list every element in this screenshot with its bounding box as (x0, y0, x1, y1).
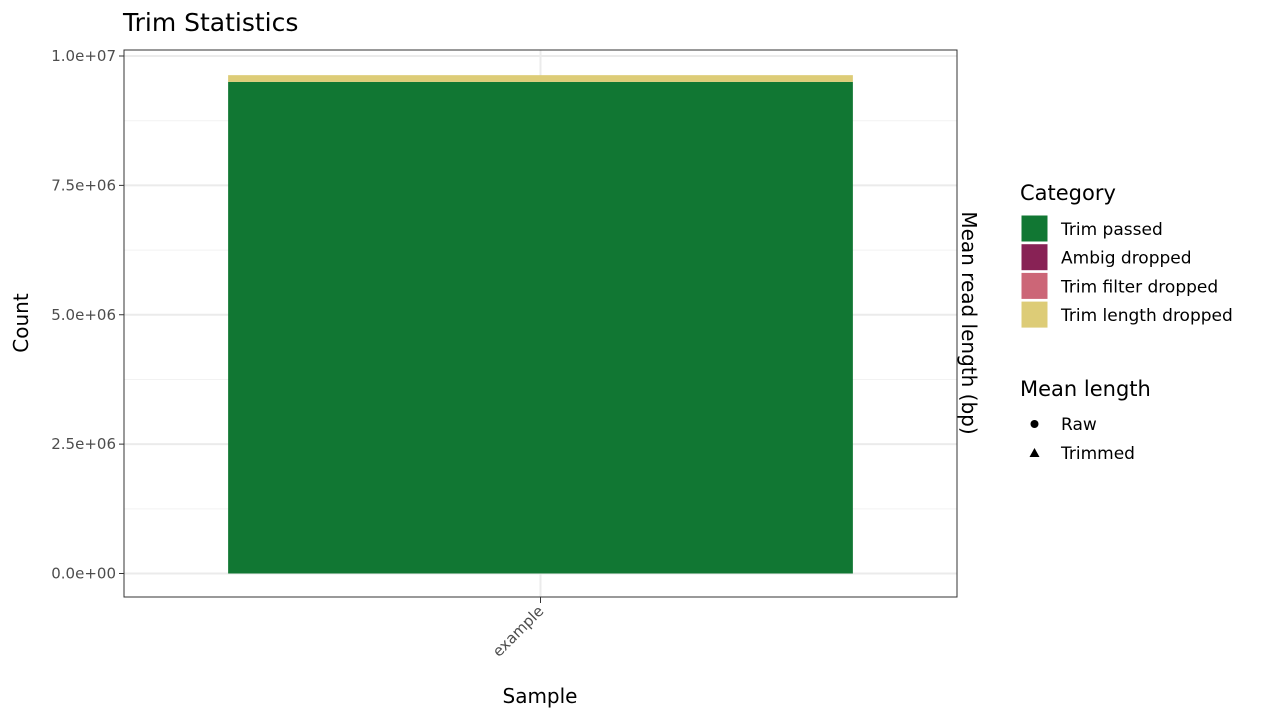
legend-label: Trim filter dropped (1060, 277, 1218, 297)
legend-key-trim-filter-dropped (1020, 271, 1049, 300)
legend-category-title: Category (1020, 181, 1116, 205)
y-tick-label: 7.5e+06 (51, 176, 116, 194)
secondary-y-axis-title: Mean read length (bp) (957, 211, 981, 434)
legend-label: Ambig dropped (1061, 249, 1192, 269)
bar-trim-length-dropped (228, 75, 853, 82)
bar-trim-passed (228, 81, 853, 574)
legend-label: Trim passed (1060, 220, 1163, 240)
chart-title: Trim Statistics (122, 8, 298, 37)
x-axis-title: Sample (503, 684, 578, 708)
y-tick-label: 2.5e+06 (51, 435, 116, 453)
legend-label: Trim length dropped (1060, 306, 1233, 326)
x-tick-label: example (489, 602, 547, 660)
legend-key-circle (1030, 420, 1039, 428)
legend-label: Trimmed (1060, 444, 1135, 464)
y-tick-label: 5.0e+06 (51, 306, 116, 324)
legend-key-ambig-dropped (1020, 243, 1049, 272)
legend-mean-length-items: Raw Trimmed (1029, 415, 1135, 464)
legend-key-triangle (1029, 448, 1040, 457)
legend: Category Trim passed Ambig dropped Trim fi… (1020, 181, 1233, 464)
y-axis: 0.0e+00 2.5e+06 5.0e+06 7.5e+06 1.0e+07 (51, 47, 124, 583)
y-tick-label: 1.0e+07 (51, 47, 116, 65)
y-tick-label: 0.0e+00 (51, 565, 116, 583)
y-axis-title: Count (9, 293, 33, 353)
legend-mean-length-title: Mean length (1020, 377, 1151, 401)
legend-key-trim-length-dropped (1020, 300, 1049, 329)
legend-key-trim-passed (1020, 214, 1049, 243)
x-axis: example (489, 597, 547, 660)
legend-category-items: Trim passed Ambig dropped Trim filter drop… (1020, 214, 1233, 329)
bars (228, 75, 853, 574)
legend-label: Raw (1061, 415, 1097, 435)
